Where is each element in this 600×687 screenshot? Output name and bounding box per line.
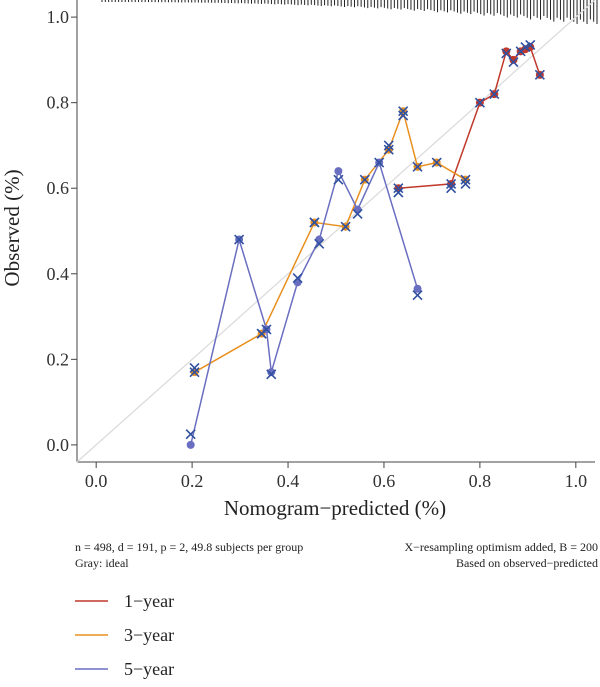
corrected-point (474, 97, 485, 108)
corrected-point (501, 48, 512, 59)
corrected-point (340, 221, 351, 232)
corrected-point (431, 157, 442, 168)
corrected-point (234, 234, 245, 245)
y-tick-label: 0.0 (47, 435, 70, 455)
corrected-point (309, 217, 320, 228)
corrected-point (393, 187, 404, 198)
corrected-point (534, 69, 545, 80)
corrected-point (412, 161, 423, 172)
corrected-point (508, 56, 519, 68)
corrected-point (525, 39, 536, 50)
corrected-point (412, 290, 423, 301)
x-axis-title: Nomogram−predicted (%) (224, 496, 446, 520)
corrected-point (383, 144, 394, 155)
corrected-point (374, 157, 385, 168)
corrected-point (383, 140, 394, 151)
apparent-point (186, 440, 195, 449)
apparent-point (267, 368, 276, 377)
corrected-point (256, 328, 267, 339)
x-tick-label: 0.4 (277, 471, 300, 491)
corrected-point (398, 110, 409, 121)
ideal-line (76, 0, 596, 463)
corrected-point (460, 174, 471, 185)
corrected-point (333, 174, 344, 185)
note-left: Gray: ideal (75, 556, 129, 570)
apparent-point (413, 284, 422, 293)
note-right: X−resampling optimism added, B = 200 (404, 540, 598, 554)
y-tick-label: 1.0 (47, 7, 70, 27)
corrected-point (446, 183, 457, 194)
y-axis-title: Observed (%) (0, 169, 24, 286)
legend-label: 3−year (124, 625, 174, 645)
apparent-point (315, 235, 324, 244)
corrected-point (446, 178, 457, 190)
corrected-point (460, 178, 471, 190)
legend-label: 5−year (124, 659, 174, 679)
apparent-point (334, 167, 343, 176)
corrected-point (393, 183, 404, 194)
x-tick-label: 1.0 (565, 471, 588, 491)
corrected-point (359, 174, 370, 185)
corrected-point (189, 362, 200, 373)
corrected-point (266, 369, 277, 380)
corrected-point (185, 429, 196, 440)
legend-label: 1−year (124, 591, 174, 611)
note-left: n = 498, d = 191, p = 2, 49.8 subjects p… (75, 540, 303, 554)
apparent-point (293, 278, 302, 287)
corrected-point (314, 238, 325, 249)
apparent-point (509, 55, 518, 64)
corrected-point (398, 106, 409, 117)
x-tick-label: 0.8 (469, 471, 492, 491)
series-line-3 (189, 160, 419, 446)
x-tick-label: 0.6 (373, 471, 396, 491)
x-tick-label: 0.0 (85, 471, 108, 491)
corrected-point (292, 272, 303, 284)
apparent-point (502, 47, 511, 56)
corrected-point (352, 208, 363, 219)
y-tick-label: 0.2 (47, 349, 70, 369)
apparent-point (353, 205, 362, 214)
series-line-2 (194, 108, 466, 373)
y-tick-label: 0.8 (47, 93, 70, 113)
corrected-point (489, 89, 500, 100)
note-right: Based on observed−predicted (456, 556, 598, 570)
x-tick-label: 0.2 (181, 471, 204, 491)
y-tick-label: 0.6 (47, 178, 70, 198)
corrected-point (189, 367, 200, 378)
y-tick-label: 0.4 (47, 264, 70, 284)
